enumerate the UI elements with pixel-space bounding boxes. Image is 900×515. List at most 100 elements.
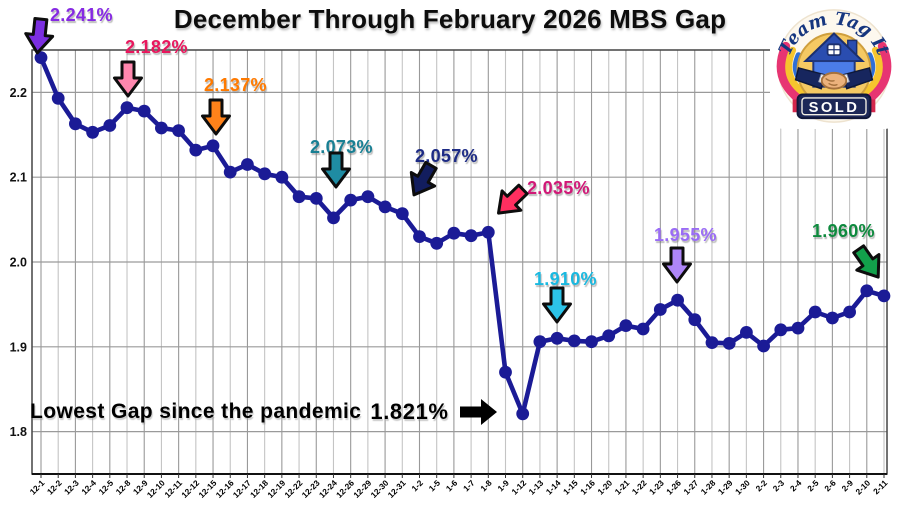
x-tick-label: 1-5 bbox=[427, 478, 443, 494]
x-tick-label: 2-11 bbox=[871, 478, 890, 497]
x-tick-label: 1-15 bbox=[561, 478, 580, 497]
logo-handshake-icon bbox=[794, 67, 874, 90]
x-tick-label: 12-18 bbox=[248, 478, 270, 500]
annotation-label-12-31: 2.057% bbox=[415, 146, 478, 166]
data-point bbox=[206, 139, 220, 153]
data-point bbox=[327, 211, 340, 225]
x-tick-label: 1-16 bbox=[578, 478, 597, 497]
data-point bbox=[722, 337, 736, 350]
data-point bbox=[740, 326, 753, 339]
data-point bbox=[533, 335, 547, 349]
x-tick-label: 1-26 bbox=[664, 478, 683, 497]
annotation-label-1-14: 1.910% bbox=[534, 269, 597, 289]
x-tick-label: 12-26 bbox=[334, 478, 356, 500]
x-tick-label: 1-13 bbox=[527, 478, 546, 497]
x-tick-label: 12-2 bbox=[45, 478, 64, 497]
x-tick-label: 1-21 bbox=[613, 478, 632, 497]
x-tick-label: 12-12 bbox=[179, 478, 201, 500]
data-point bbox=[120, 101, 134, 115]
x-tick-label: 12-10 bbox=[145, 478, 167, 500]
x-tick-label: 1-29 bbox=[716, 478, 735, 497]
data-point bbox=[395, 207, 409, 221]
data-point bbox=[447, 226, 461, 240]
annotation-label-2-11: 1.960% bbox=[812, 221, 875, 241]
x-tick-label: 12-8 bbox=[114, 478, 133, 497]
chart-title: December Through February 2026 MBS Gap bbox=[173, 4, 727, 34]
x-tick-label: 12-30 bbox=[368, 478, 390, 500]
data-point bbox=[103, 119, 117, 132]
x-tick-label: 1-22 bbox=[630, 478, 649, 497]
logo-sold-banner: SOLD bbox=[792, 93, 876, 120]
data-point bbox=[671, 293, 684, 307]
data-point bbox=[653, 303, 667, 316]
annotation-label-12-26: 2.073% bbox=[310, 137, 373, 157]
x-tick-label: 2-9 bbox=[839, 478, 855, 494]
data-point bbox=[516, 407, 530, 421]
data-point bbox=[619, 319, 633, 332]
mbs-gap-line-series bbox=[38, 55, 887, 417]
x-tick-label: 12-19 bbox=[265, 478, 287, 500]
data-point bbox=[585, 335, 598, 349]
data-point bbox=[34, 51, 48, 64]
annotation-arrow-icon-12-8 bbox=[113, 60, 143, 98]
x-tick-label: 1-8 bbox=[478, 478, 494, 494]
y-tick-label: 2.0 bbox=[10, 256, 27, 270]
data-point bbox=[602, 329, 616, 343]
x-tick-label: 1-28 bbox=[699, 478, 718, 497]
horizontal-gridlines bbox=[32, 91, 887, 433]
data-points bbox=[34, 51, 891, 421]
data-point bbox=[877, 289, 891, 303]
annotation-arrow-icon-2-11 bbox=[852, 244, 881, 279]
x-tick-label: 12-4 bbox=[79, 478, 98, 497]
logo-sold-text: SOLD bbox=[809, 100, 860, 116]
x-tick-label: 1-12 bbox=[509, 478, 528, 497]
y-tick-label: 1.8 bbox=[10, 425, 27, 439]
x-tick-label: 12-29 bbox=[351, 478, 373, 500]
annotation-label-12-15: 2.137% bbox=[204, 75, 267, 95]
x-tick-label: 12-15 bbox=[196, 478, 218, 500]
y-tick-label: 2.2 bbox=[10, 86, 27, 100]
data-point bbox=[69, 117, 82, 131]
x-tick-label: 1-9 bbox=[495, 478, 511, 494]
annotation-arrow-icon-1-26 bbox=[662, 246, 692, 284]
x-tick-label: 2-5 bbox=[805, 478, 821, 494]
logo-badge: SOLD Team Tag It bbox=[770, 1, 898, 129]
annotation-arrow-icon-12-31 bbox=[409, 160, 438, 197]
x-tick-label: 12-11 bbox=[162, 478, 184, 500]
x-tick-label: 1-30 bbox=[733, 478, 752, 497]
data-point bbox=[550, 331, 564, 345]
annotation-arrow-icon-1-8 bbox=[496, 183, 529, 215]
data-point bbox=[344, 193, 358, 207]
data-point bbox=[378, 200, 392, 214]
data-point bbox=[791, 321, 805, 335]
data-point bbox=[430, 236, 444, 250]
annotation-label-1-8: 2.035% bbox=[527, 178, 590, 198]
data-point bbox=[757, 339, 770, 353]
lowest-gap-value: 1.821% bbox=[370, 399, 449, 424]
x-tick-label: 2-4 bbox=[788, 478, 804, 494]
data-point bbox=[567, 334, 581, 348]
data-point bbox=[361, 190, 375, 204]
x-tick-label: 2-10 bbox=[853, 478, 872, 497]
y-axis-labels: 2.2 2.1 2.0 1.9 1.8 bbox=[10, 86, 27, 439]
data-point bbox=[258, 167, 272, 181]
data-point bbox=[86, 125, 99, 139]
x-tick-label: 1-14 bbox=[544, 478, 563, 497]
data-point bbox=[189, 143, 203, 157]
data-point bbox=[688, 313, 702, 327]
data-point bbox=[275, 170, 289, 184]
x-tick-label: 2-6 bbox=[822, 478, 838, 494]
data-point bbox=[860, 284, 874, 298]
data-point bbox=[826, 311, 839, 325]
data-point bbox=[292, 190, 306, 204]
x-tick-label: 12-16 bbox=[214, 478, 236, 500]
data-point bbox=[705, 336, 719, 349]
x-tick-label: 12-3 bbox=[62, 478, 81, 497]
x-tick-label: 12-1 bbox=[28, 478, 47, 497]
x-tick-label: 1-2 bbox=[409, 478, 425, 494]
x-tick-label: 12-31 bbox=[386, 478, 408, 500]
x-tick-label: 1-27 bbox=[681, 478, 700, 497]
data-point bbox=[51, 91, 65, 105]
